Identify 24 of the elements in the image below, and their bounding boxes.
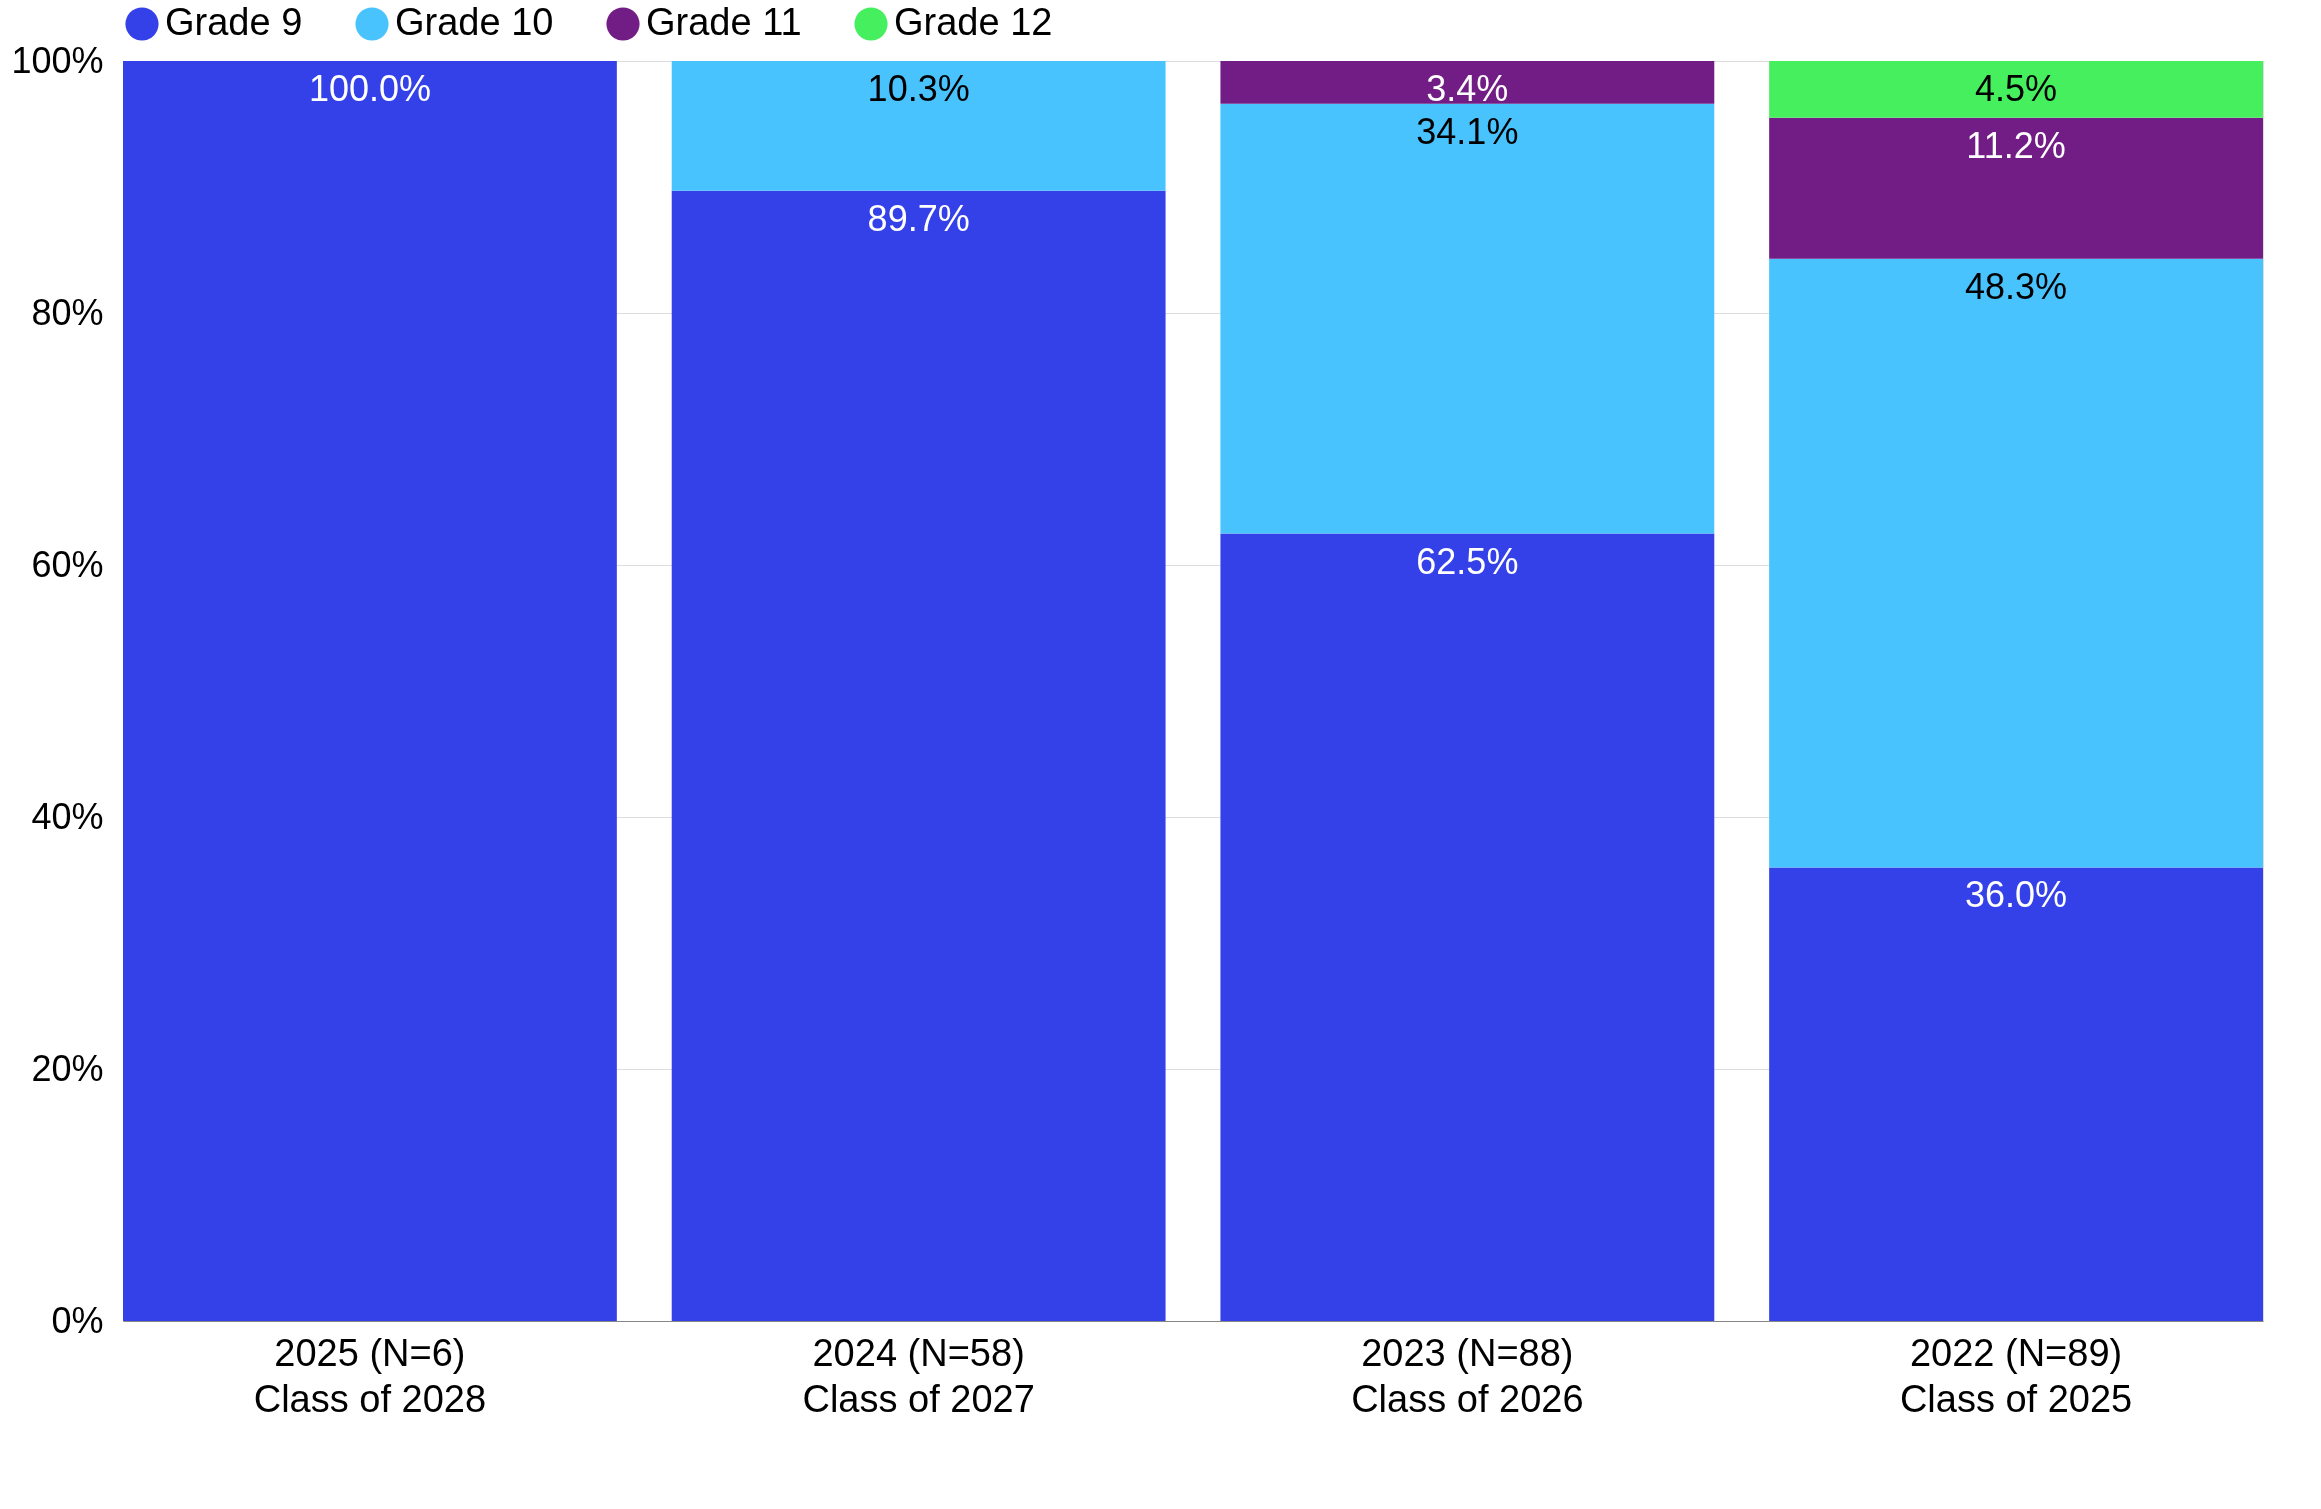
data-label: 4.5% — [1975, 68, 2058, 109]
legend-label: Grade 12 — [894, 1, 1053, 43]
y-tick-label: 40% — [31, 795, 104, 837]
data-label: 48.3% — [1965, 265, 2068, 307]
legend-label: Grade 10 — [395, 1, 554, 43]
data-label: 10.3% — [867, 68, 970, 109]
y-tick-label: 0% — [51, 1299, 104, 1341]
legend-label: Grade 11 — [646, 1, 802, 43]
y-tick-label: 60% — [31, 543, 104, 585]
x-tick-label: 2025 (N=6) Class of 2028 — [253, 1331, 487, 1420]
x-tick-label: 2023 (N=88) Class of 2026 — [1351, 1331, 1584, 1420]
y-tick-label: 100% — [11, 39, 104, 81]
data-label: 62.5% — [1416, 540, 1519, 582]
data-label: 36.0% — [1965, 874, 2068, 916]
data-label: 34.1% — [1416, 110, 1519, 152]
data-label: 3.4% — [1426, 68, 1509, 109]
y-tick-label: 80% — [31, 291, 104, 333]
data-label: 11.2% — [1966, 124, 2066, 166]
y-tick-label: 20% — [31, 1047, 104, 1089]
legend-label: Grade 9 — [165, 1, 303, 43]
data-label: 100.0% — [308, 68, 431, 109]
x-tick-label: 2024 (N=58) Class of 2027 — [802, 1331, 1035, 1420]
data-label: 89.7% — [867, 197, 970, 239]
x-tick-label: 2022 (N=89) Class of 2025 — [1899, 1331, 2133, 1420]
